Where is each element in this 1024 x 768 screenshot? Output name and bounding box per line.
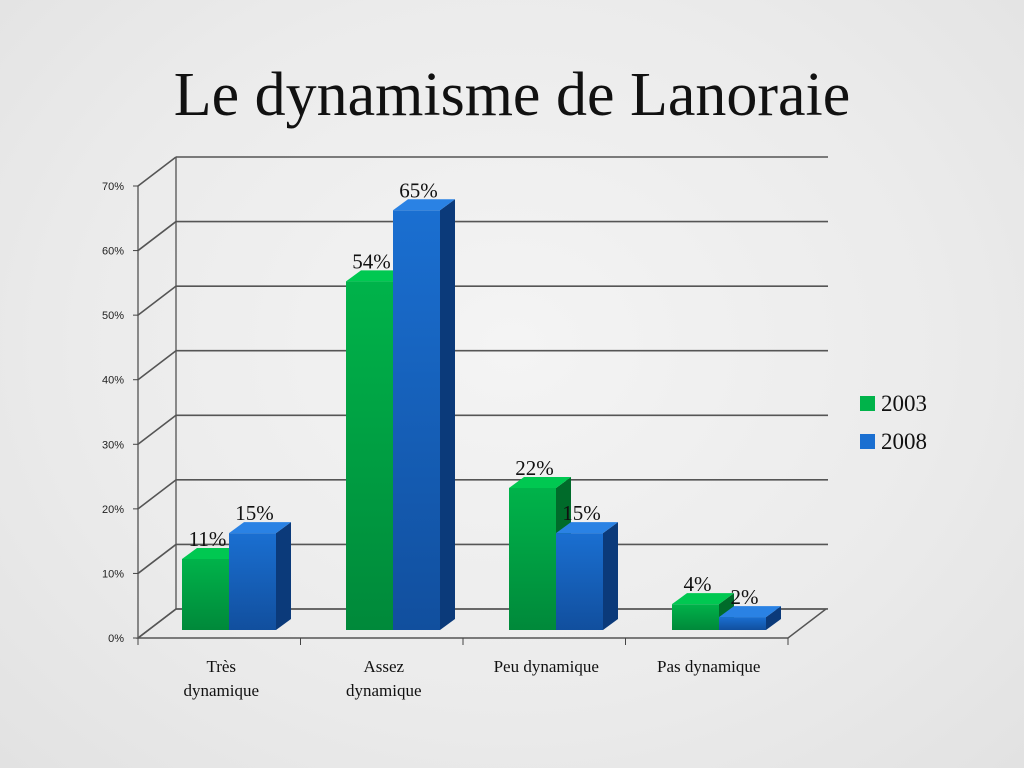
category-label: Peu dynamique	[494, 657, 599, 676]
bar-front-face	[556, 533, 603, 630]
category-label: Assez	[363, 657, 404, 676]
bar-top-face	[719, 606, 781, 618]
bar-front-face	[672, 604, 719, 630]
gridline-diagonal	[137, 479, 177, 510]
bar-top-face	[393, 199, 455, 211]
bar-2008	[719, 606, 781, 630]
bar-top-face	[346, 270, 408, 282]
bar-2008	[393, 199, 455, 631]
data-label: 4%	[684, 572, 712, 596]
gridline-diagonal	[137, 414, 177, 445]
bar-top-face	[556, 522, 618, 534]
data-label: 54%	[352, 249, 391, 273]
y-tick-label: 30%	[102, 439, 124, 451]
bar-side-face	[440, 199, 455, 631]
category-label: Très	[206, 657, 236, 676]
gridline-diagonal	[137, 285, 177, 316]
legend-label: 2008	[881, 429, 927, 454]
bar-front-face	[719, 617, 766, 630]
bar-2003	[509, 476, 571, 630]
bar-front-face	[229, 533, 276, 630]
data-label: 15%	[235, 501, 274, 525]
y-tick-label: 60%	[102, 246, 124, 258]
bar-front-face	[182, 558, 229, 630]
bar-2008	[229, 522, 291, 630]
chart-floor	[135, 608, 829, 639]
y-tick-label: 40%	[102, 375, 124, 387]
category-label: dynamique	[183, 681, 259, 700]
data-label: 2%	[731, 585, 759, 609]
bar-front-face	[509, 487, 556, 630]
bar-top-face	[182, 547, 244, 559]
slide-title: Le dynamisme de Lanoraie	[173, 61, 851, 129]
y-tick-label: 70%	[102, 181, 124, 193]
y-tick-label: 20%	[102, 504, 124, 516]
bar-2008	[556, 522, 618, 630]
bar-side-face	[276, 522, 291, 630]
data-label: 15%	[562, 501, 601, 525]
y-tick-label: 0%	[108, 633, 124, 645]
legend: 2003 2008	[860, 391, 927, 454]
bar-top-face	[509, 476, 571, 488]
category-label: dynamique	[346, 681, 422, 700]
bar-top-face	[229, 522, 291, 534]
bar-front-face	[393, 210, 440, 631]
data-label: 11%	[189, 527, 227, 551]
bar-side-face	[603, 522, 618, 630]
gridline-diagonal	[137, 543, 177, 575]
gridline-diagonal	[137, 156, 177, 187]
data-label: 22%	[515, 456, 554, 480]
bar-top-face	[672, 593, 734, 605]
legend-swatch-2003	[860, 396, 875, 411]
legend-label: 2003	[881, 391, 927, 416]
gridline-diagonal	[137, 220, 177, 252]
legend-swatch-2008	[860, 434, 875, 449]
gridline-diagonal	[137, 350, 177, 381]
bar-front-face	[346, 281, 393, 630]
y-tick-label: 10%	[102, 568, 124, 580]
data-label: 65%	[399, 178, 438, 202]
bar-side-face	[766, 606, 781, 630]
y-tick-label: 50%	[102, 310, 124, 322]
category-label: Pas dynamique	[657, 657, 760, 676]
